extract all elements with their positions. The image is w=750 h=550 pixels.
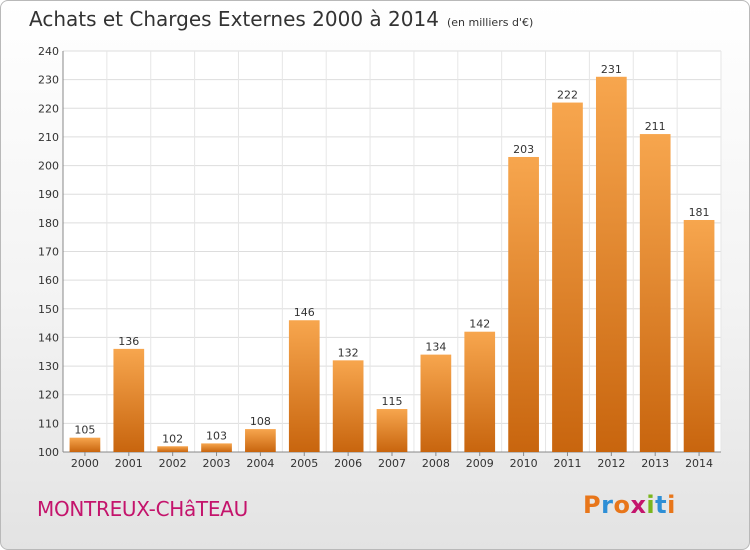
chart-title-text: Achats et Charges Externes 2000 à 2014 <box>29 7 439 31</box>
data-label: 115 <box>382 395 403 408</box>
data-label: 103 <box>206 429 227 442</box>
logo-letter: x <box>630 491 647 519</box>
x-tick-label: 2010 <box>510 457 538 470</box>
y-tick-label: 170 <box>38 246 59 259</box>
data-label: 181 <box>689 206 710 219</box>
x-tick-label: 2001 <box>115 457 143 470</box>
y-tick-label: 160 <box>38 274 59 287</box>
data-label: 203 <box>513 143 534 156</box>
bar <box>508 156 539 452</box>
bar <box>113 348 145 452</box>
bar <box>157 446 189 452</box>
bar <box>595 76 627 453</box>
bar <box>201 443 232 452</box>
logo-letter: P <box>583 491 602 519</box>
data-label: 222 <box>557 89 578 102</box>
commune-name: MONTREUX-CHâTEAU <box>37 497 248 521</box>
bar <box>69 437 101 452</box>
bar <box>332 360 364 452</box>
x-tick-label: 2011 <box>553 457 581 470</box>
logo-letter: o <box>613 491 631 519</box>
x-tick-label: 2012 <box>597 457 625 470</box>
logo-letter: i <box>667 491 676 519</box>
y-tick-label: 220 <box>38 102 59 115</box>
x-tick-label: 2004 <box>246 457 274 470</box>
y-tick-label: 150 <box>38 303 59 316</box>
data-label: 146 <box>294 306 315 319</box>
x-tick-label: 2002 <box>159 457 187 470</box>
y-tick-label: 190 <box>38 188 59 201</box>
data-label: 136 <box>118 335 139 348</box>
x-tick-label: 2005 <box>290 457 318 470</box>
y-tick-label: 120 <box>38 389 59 402</box>
data-label: 102 <box>162 432 183 445</box>
x-tick-label: 2000 <box>71 457 99 470</box>
proxiti-logo: Proxiti <box>583 491 676 519</box>
y-tick-label: 240 <box>38 45 59 58</box>
data-label: 231 <box>601 63 622 76</box>
y-tick-label: 140 <box>38 331 59 344</box>
bar <box>245 429 276 452</box>
bar <box>683 219 715 452</box>
bar <box>639 134 671 453</box>
bar <box>552 102 583 453</box>
x-tick-label: 2008 <box>422 457 450 470</box>
logo-letter: i <box>646 491 656 519</box>
bar <box>288 320 320 452</box>
bar <box>420 354 452 452</box>
data-label: 211 <box>645 120 666 133</box>
y-tick-label: 100 <box>38 446 59 459</box>
data-label: 142 <box>469 318 490 331</box>
x-tick-label: 2007 <box>378 457 406 470</box>
y-tick-label: 210 <box>38 131 59 144</box>
y-tick-label: 200 <box>38 160 59 173</box>
data-label: 108 <box>250 415 271 428</box>
x-tick-label: 2013 <box>641 457 669 470</box>
data-label: 132 <box>338 346 359 359</box>
data-label: 134 <box>425 341 446 354</box>
data-label: 105 <box>74 424 95 437</box>
logo-letter: t <box>655 491 668 519</box>
y-tick-label: 180 <box>38 217 59 230</box>
chart-title: Achats et Charges Externes 2000 à 2014 (e… <box>29 7 533 31</box>
logo-letter: r <box>601 491 614 519</box>
bar <box>376 409 408 452</box>
x-tick-label: 2003 <box>203 457 231 470</box>
y-tick-label: 130 <box>38 360 59 373</box>
x-tick-label: 2014 <box>685 457 713 470</box>
y-tick-label: 110 <box>38 417 59 430</box>
x-tick-label: 2009 <box>466 457 494 470</box>
chart-unit: (en milliers d'€) <box>446 16 534 29</box>
y-tick-label: 230 <box>38 74 59 87</box>
bar <box>464 331 496 452</box>
x-tick-label: 2006 <box>334 457 362 470</box>
